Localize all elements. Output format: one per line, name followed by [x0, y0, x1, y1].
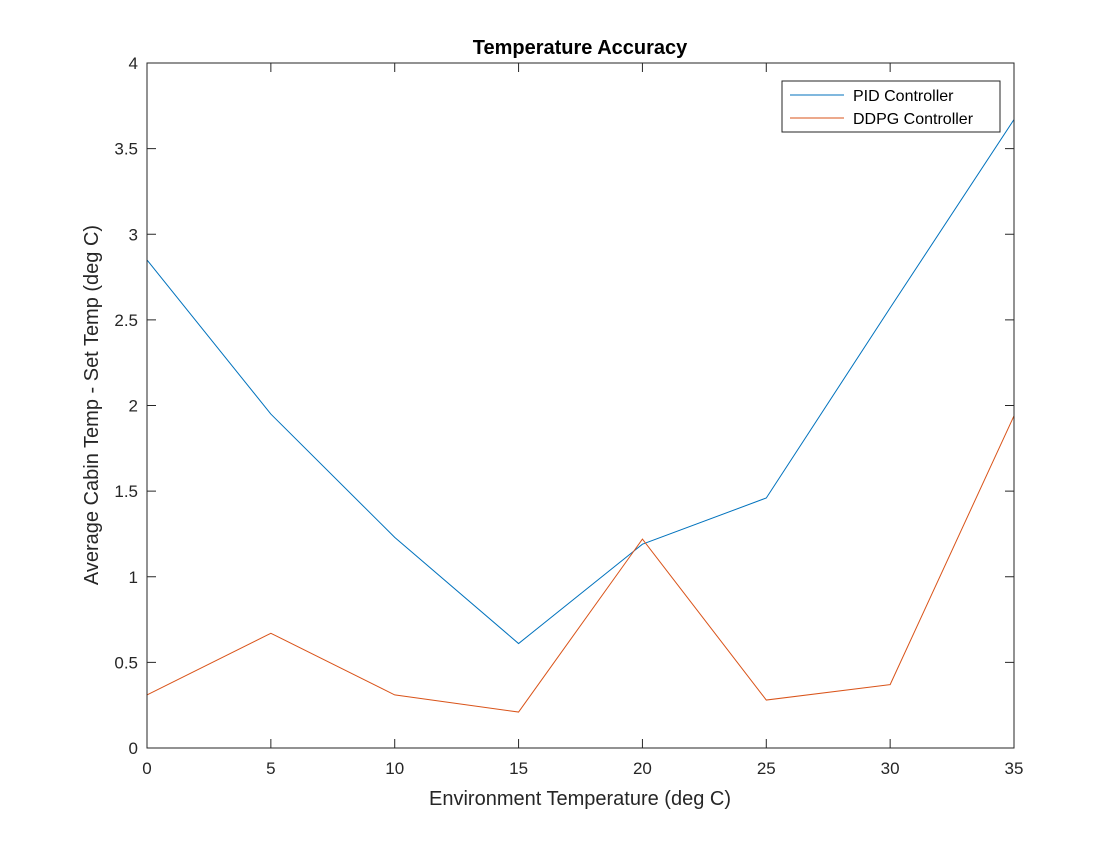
y-tick-label: 1 — [129, 568, 138, 587]
y-tick-label: 1.5 — [114, 482, 138, 501]
x-tick-label: 35 — [1005, 759, 1024, 778]
y-tick-label: 3.5 — [114, 140, 138, 159]
legend-label: DDPG Controller — [853, 111, 974, 128]
y-tick-label: 3 — [129, 225, 138, 244]
y-tick-labels: 0 0.5 1 1.5 2 2.5 3 3.5 4 — [114, 54, 138, 758]
y-axis-label: Average Cabin Temp - Set Temp (deg C) — [81, 225, 103, 585]
plot-area — [147, 63, 1014, 748]
x-tick-label: 15 — [509, 759, 528, 778]
x-tick-labels: 0 5 10 15 20 25 30 35 — [142, 759, 1023, 778]
x-tick-label: 5 — [266, 759, 275, 778]
y-tick-label: 2 — [129, 397, 138, 416]
x-tick-label: 30 — [881, 759, 900, 778]
y-tick-label: 0.5 — [114, 653, 138, 672]
legend: PID Controller DDPG Controller — [782, 81, 1000, 132]
x-tick-label: 20 — [633, 759, 652, 778]
legend-label: PID Controller — [853, 88, 954, 105]
x-tick-label: 10 — [385, 759, 404, 778]
x-tick-label: 25 — [757, 759, 776, 778]
x-tick-label: 0 — [142, 759, 151, 778]
y-tick-label: 0 — [129, 739, 138, 758]
y-tick-label: 4 — [129, 54, 138, 73]
y-tick-label: 2.5 — [114, 311, 138, 330]
x-axis-label: Environment Temperature (deg C) — [429, 788, 731, 810]
chart-title: Temperature Accuracy — [473, 37, 688, 59]
